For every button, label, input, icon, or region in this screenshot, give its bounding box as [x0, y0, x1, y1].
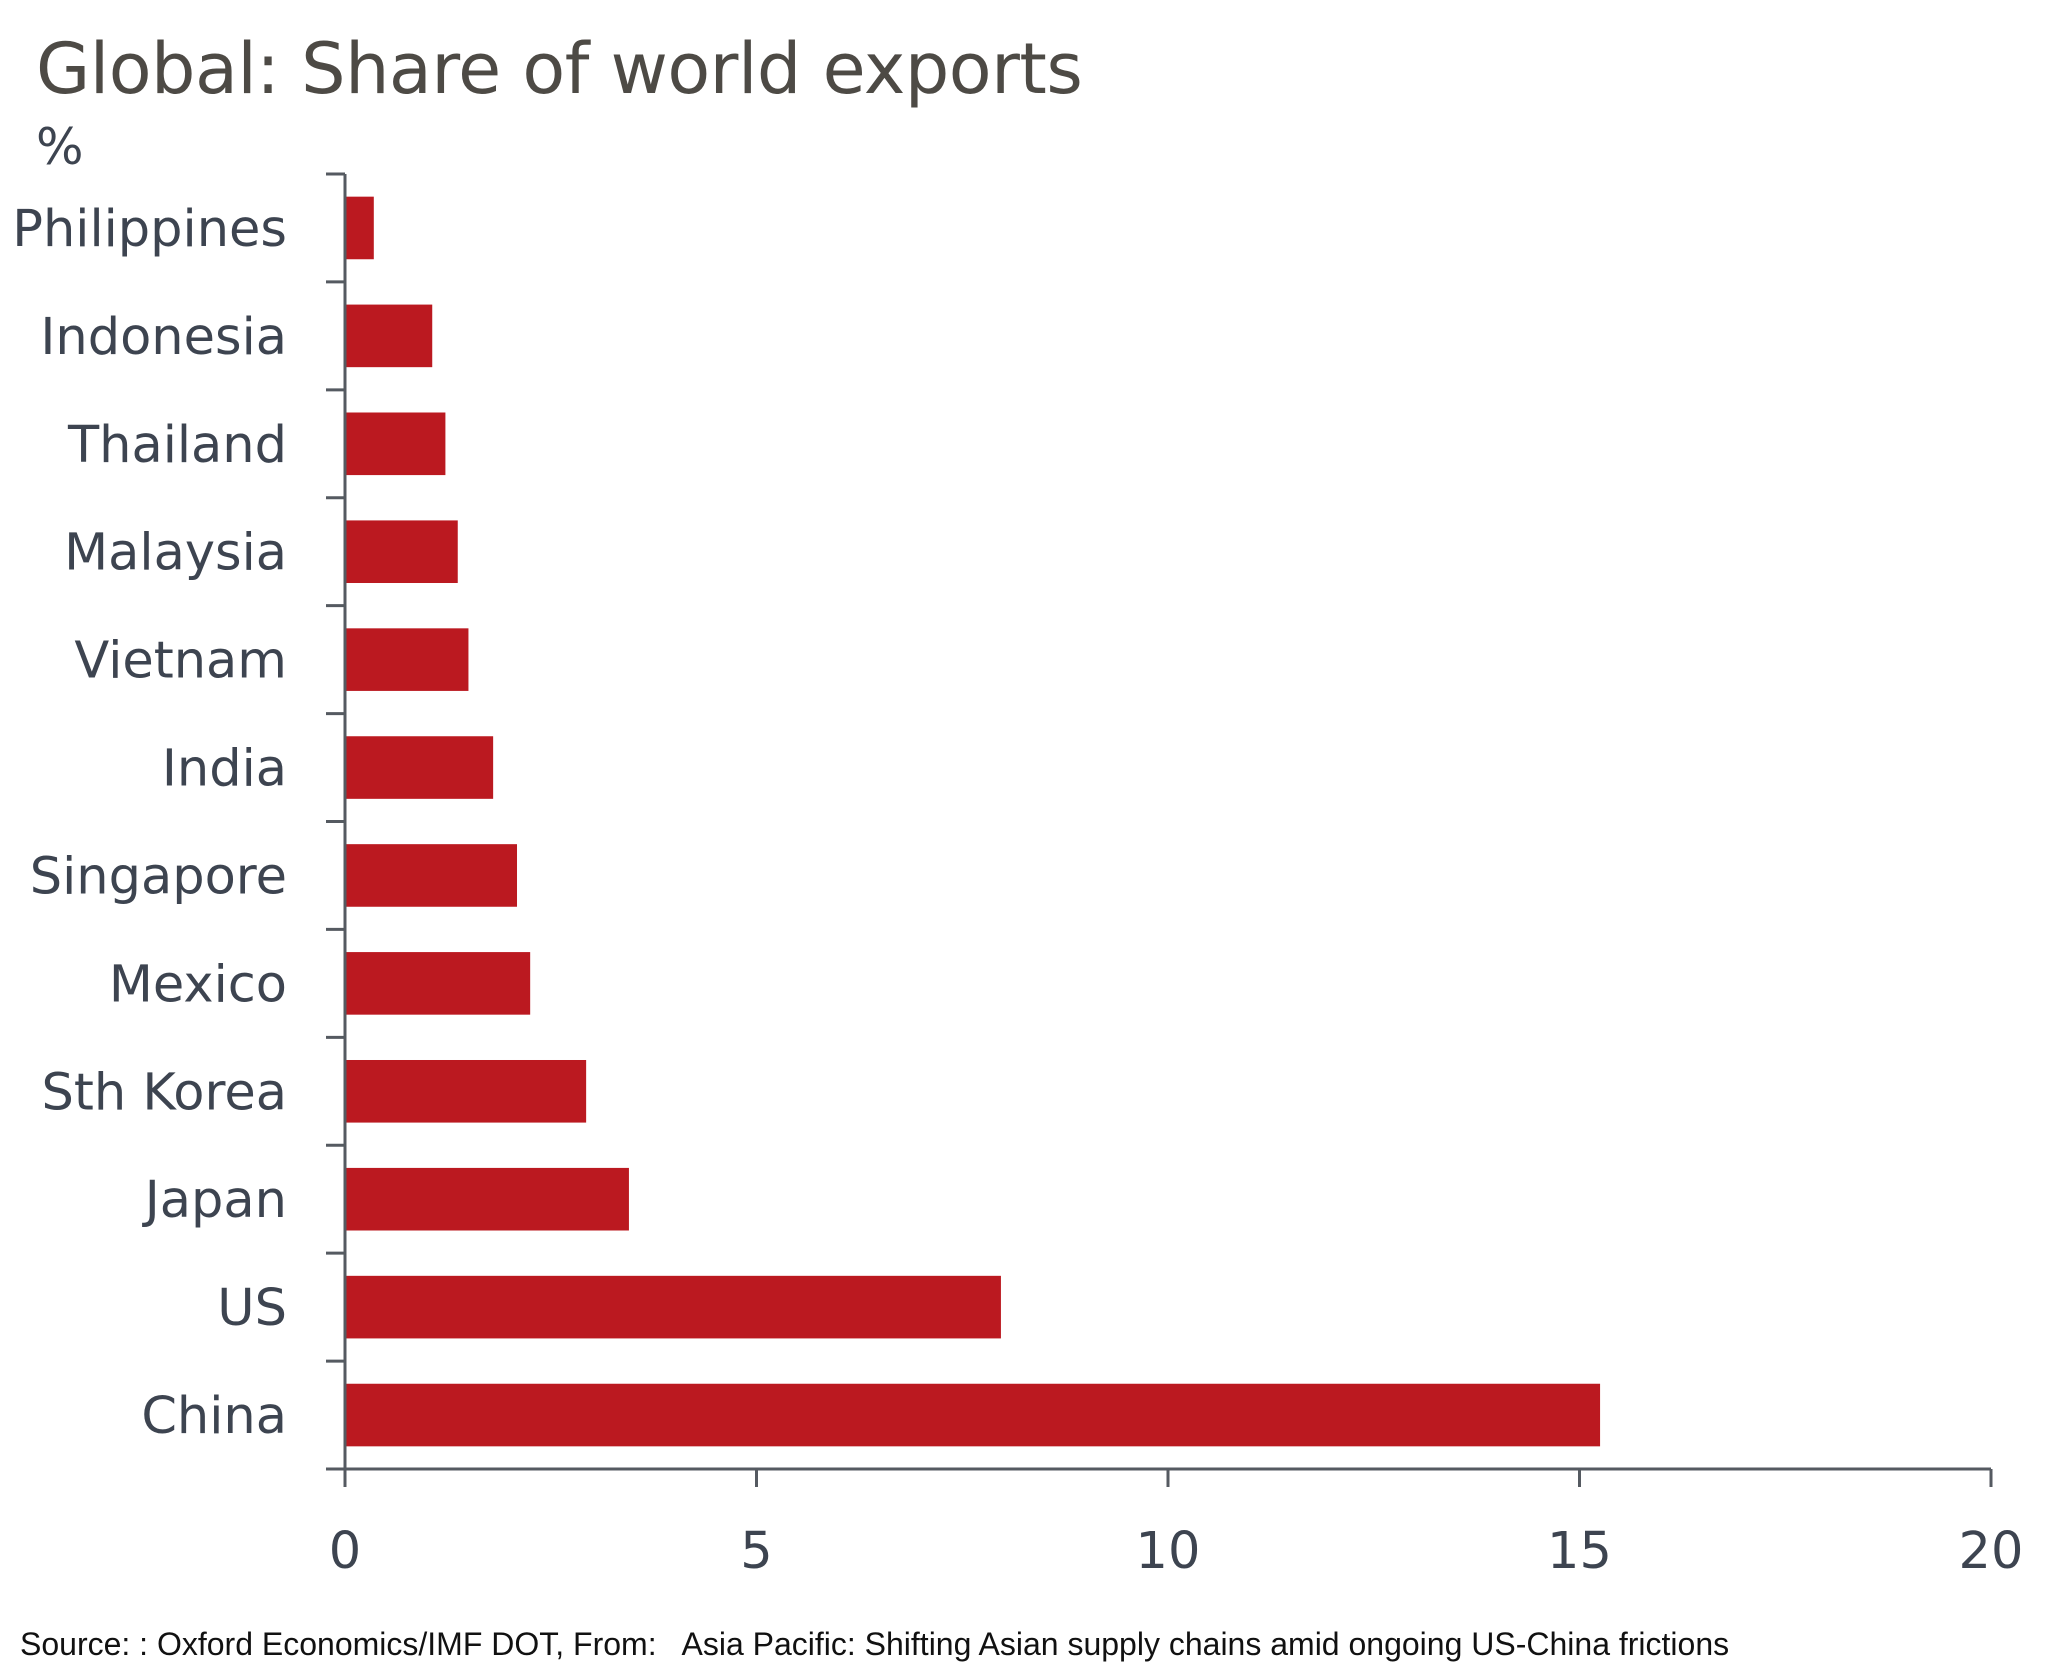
x-tick-label: 10 [1136, 1522, 1201, 1581]
category-label: Mexico [109, 955, 287, 1014]
category-label: India [162, 740, 287, 799]
unit-label: % [36, 118, 84, 176]
category-label: Indonesia [40, 308, 287, 367]
bar [345, 1167, 629, 1231]
bar [345, 1059, 587, 1123]
bar [345, 952, 531, 1015]
bar [345, 736, 494, 799]
bar [345, 304, 433, 368]
category-label: Singapore [30, 847, 287, 906]
category-label: China [141, 1387, 287, 1446]
x-tick-label: 0 [329, 1522, 361, 1581]
category-label: Thailand [67, 416, 287, 475]
category-label: Philippines [12, 200, 287, 259]
bar [345, 628, 469, 691]
source-note: Source: : Oxford Economics/IMF DOT, From… [20, 1626, 1730, 1662]
category-label: Vietnam [74, 632, 287, 691]
category-label: Japan [142, 1171, 287, 1230]
bar [345, 412, 446, 476]
bar [345, 1275, 1001, 1339]
x-tick-label: 20 [1959, 1522, 2024, 1581]
category-label: Sth Korea [42, 1063, 288, 1122]
bar [345, 1383, 1601, 1447]
category-label: US [217, 1279, 287, 1338]
chart-title: Global: Share of world exports [36, 28, 1083, 110]
x-tick-label: 15 [1547, 1522, 1612, 1581]
x-tick-label: 5 [740, 1522, 772, 1581]
bar [345, 520, 458, 584]
bar [345, 196, 374, 260]
bar [345, 844, 518, 907]
category-label: Malaysia [64, 524, 287, 583]
